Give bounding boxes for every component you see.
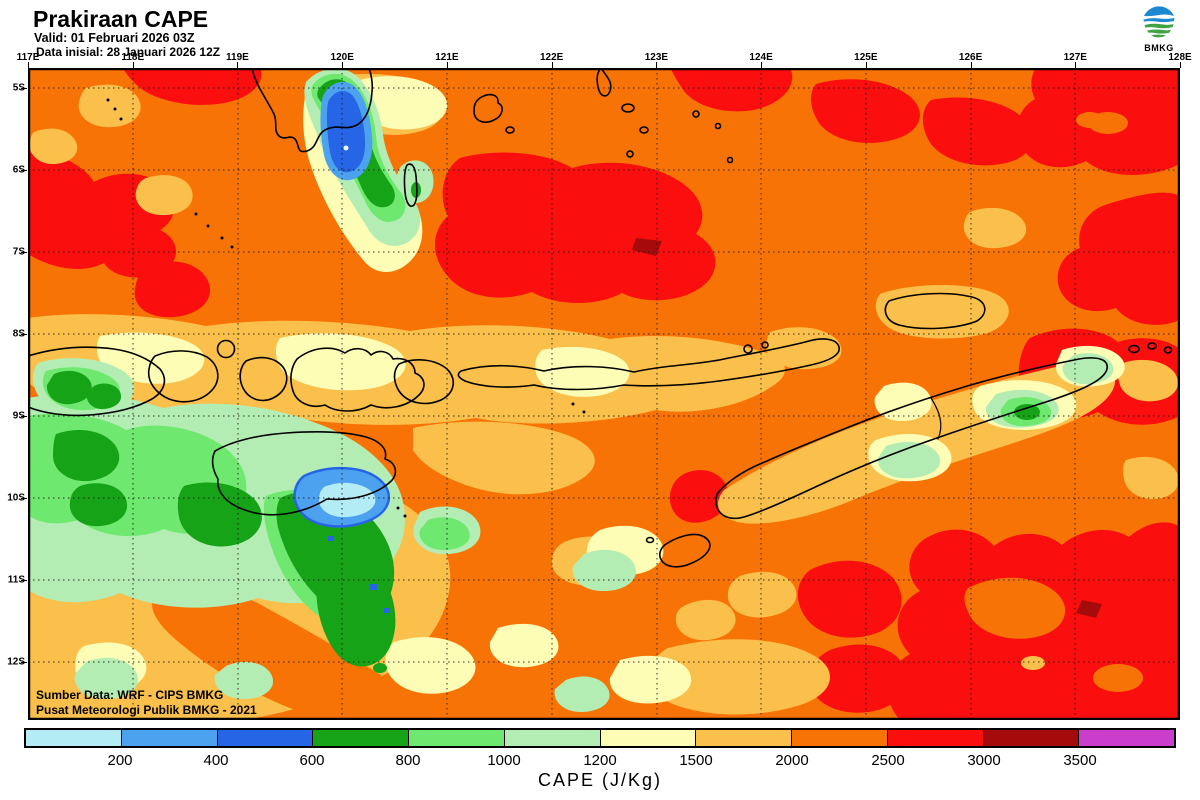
lon-label-124E: 124E [749, 52, 773, 63]
lat-label-6S: 6S [12, 164, 25, 176]
colorbar-tick-800: 800 [395, 752, 421, 769]
colorbar-segment-10 [983, 730, 1080, 746]
lat-tick [21, 334, 27, 335]
lon-tick [1180, 62, 1182, 68]
lon-tick [656, 62, 658, 68]
colorbar-tick-2000: 2000 [775, 752, 809, 769]
lon-tick [1075, 62, 1077, 68]
colorbar-tick-3000: 3000 [967, 752, 1001, 769]
colorbar-segment-2 [217, 730, 314, 746]
bmkg-logo-label: BMKG [1144, 43, 1174, 53]
cape-colorbar [24, 728, 1176, 748]
bmkg-logo: BMKG [1136, 2, 1182, 53]
lon-label-120E: 120E [330, 52, 354, 63]
lon-label-125E: 125E [854, 52, 878, 63]
valid-time-label: Valid: 01 Februari 2026 03Z [34, 31, 195, 45]
colorbar-tick-2500: 2500 [871, 752, 905, 769]
lat-tick [21, 662, 27, 663]
lat-label-5S: 5S [12, 82, 25, 94]
lat-label-8S: 8S [12, 328, 25, 340]
colorbar-segment-11 [1079, 730, 1174, 746]
colorbar-tick-600: 600 [299, 752, 325, 769]
colorbar-segment-0 [26, 730, 122, 746]
lon-tick [865, 62, 867, 68]
lon-tick [132, 62, 134, 68]
lon-label-117E: 117E [16, 52, 40, 63]
colorbar-segment-4 [409, 730, 505, 746]
lat-label-11S: 11S [7, 574, 25, 586]
colorbar-tick-1000: 1000 [487, 752, 521, 769]
lon-label-123E: 123E [644, 52, 669, 63]
lon-label-118E: 118E [121, 52, 145, 63]
colorbar-segment-6 [600, 730, 697, 746]
lat-tick [21, 580, 27, 581]
lat-label-12S: 12S [7, 656, 25, 668]
page-title: Prakiraan CAPE [33, 6, 209, 32]
colorbar-tick-400: 400 [203, 752, 229, 769]
colorbar-segment-9 [887, 730, 984, 746]
lon-label-126E: 126E [958, 52, 983, 63]
colorbar-segment-8 [792, 730, 888, 746]
init-time-label: Data inisial: 28 Januari 2026 12Z [36, 45, 221, 59]
lon-tick [761, 62, 763, 68]
lat-label-10S: 10S [7, 492, 25, 504]
colorbar-segment-5 [504, 730, 601, 746]
lat-label-7S: 7S [12, 246, 25, 258]
lat-tick [21, 498, 27, 499]
lon-label-127E: 127E [1063, 52, 1087, 63]
cape-map [28, 68, 1180, 720]
lon-tick [551, 62, 553, 68]
colorbar-tick-1500: 1500 [679, 752, 713, 769]
lat-tick [21, 252, 27, 253]
lon-tick [446, 62, 448, 68]
lon-tick [342, 62, 344, 68]
lon-label-119E: 119E [226, 52, 249, 63]
colorbar-tick-1200: 1200 [583, 752, 617, 769]
attribution-source: Sumber Data: WRF - CIPS BMKG [36, 688, 224, 702]
colorbar-segment-7 [696, 730, 792, 746]
lon-tick [28, 62, 29, 68]
lat-tick [21, 416, 27, 417]
lon-label-122E: 122E [539, 52, 564, 63]
attribution-publisher: Pusat Meteorologi Publik BMKG - 2021 [36, 703, 257, 717]
coastlines [28, 68, 1173, 568]
cape-contour-field [28, 68, 1180, 720]
colorbar-tick-200: 200 [107, 752, 133, 769]
colorbar-segment-1 [121, 730, 218, 746]
bmkg-logo-icon [1141, 2, 1177, 38]
map-attribution: Sumber Data: WRF - CIPS BMKG Pusat Meteo… [36, 688, 257, 718]
lon-tick [237, 62, 239, 68]
lat-tick [21, 88, 27, 89]
lat-label-9S: 9S [12, 410, 25, 422]
lon-label-121E: 121E [435, 52, 459, 63]
lat-tick [21, 170, 27, 171]
lon-tick [970, 62, 972, 68]
colorbar-title: CAPE (J/Kg) [537, 770, 663, 790]
lon-label-128E: 128E [1168, 52, 1192, 63]
colorbar-tick-3500: 3500 [1063, 752, 1097, 769]
colorbar-segment-3 [313, 730, 409, 746]
